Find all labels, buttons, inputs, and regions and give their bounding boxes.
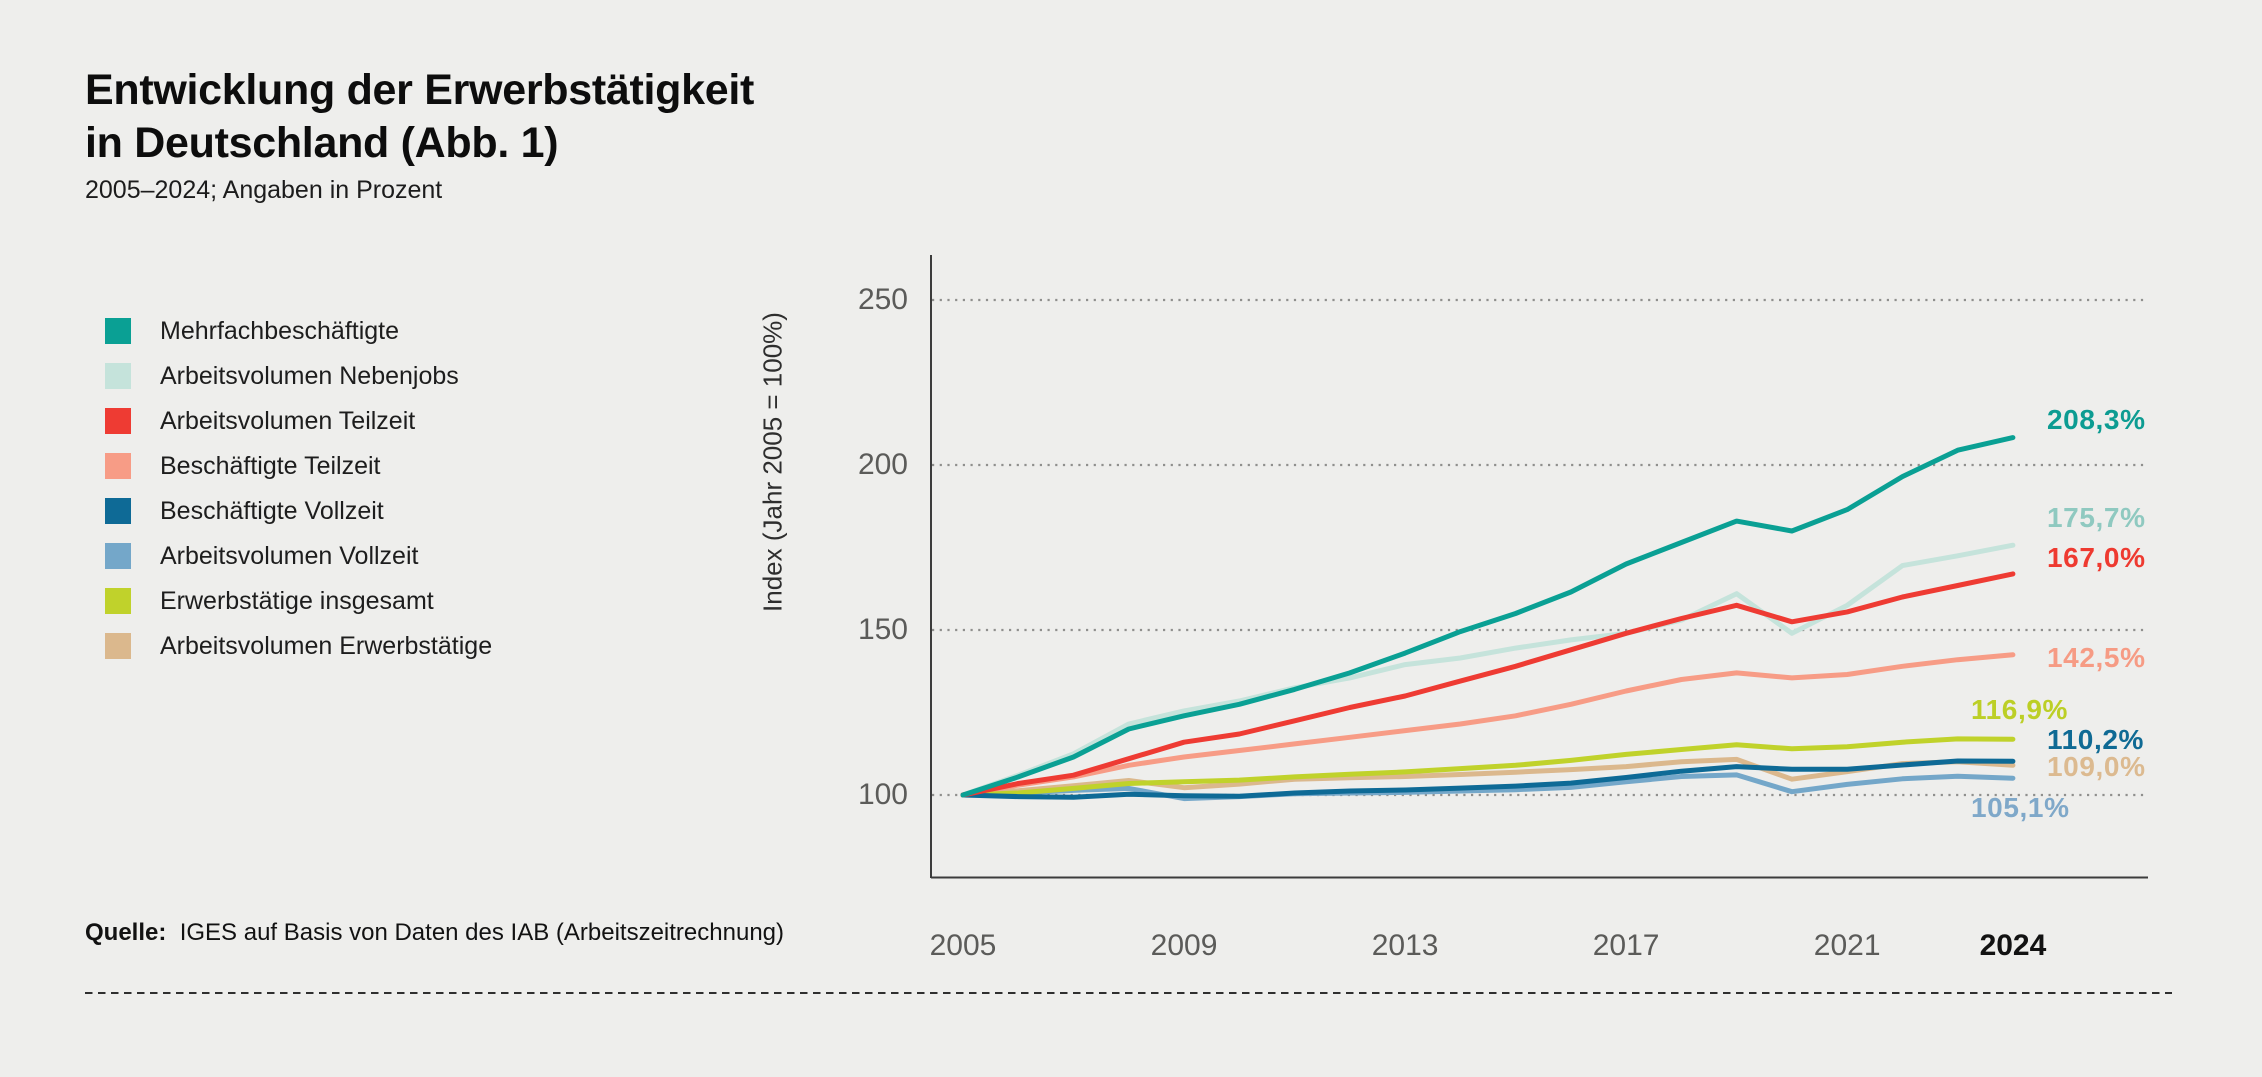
legend-label: Mehrfachbeschäftigte — [160, 316, 400, 345]
legend-item-av_teilzeit: Arbeitsvolumen Teilzeit — [105, 406, 492, 435]
legend-swatch-av_teilzeit — [105, 408, 131, 434]
series-line-erwerbstaetige — [960, 736, 2016, 798]
x-tick-label-2021: 2021 — [1813, 929, 1881, 962]
series-line-nebenjobs — [960, 542, 2016, 798]
value-label-b_vollzeit: 110,2% — [2047, 724, 2145, 755]
source-line: Quelle: IGES auf Basis von Daten des IAB… — [85, 919, 784, 947]
y-tick-label-150: 150 — [857, 613, 908, 646]
legend-label: Arbeitsvolumen Vollzeit — [160, 541, 419, 570]
source-text: IGES auf Basis von Daten des IAB (Arbeit… — [179, 919, 785, 946]
series-line-av_vollzeit — [960, 772, 2016, 802]
legend-swatch-av_vollzeit — [105, 543, 131, 569]
legend-label: Beschäftigte Teilzeit — [160, 451, 381, 480]
page-subtitle: 2005–2024; Angaben in Prozent — [85, 176, 443, 204]
series-line-b_vollzeit — [960, 758, 2016, 800]
page-title-line2: in Deutschland (Abb. 1) — [85, 119, 559, 167]
series-line-mehrfach — [960, 435, 2016, 798]
x-tick-label-2009: 2009 — [1150, 929, 1218, 962]
legend-item-av_erwerbstaetige: Arbeitsvolumen Erwerbstätige — [105, 631, 493, 660]
value-label-b_teilzeit: 142,5% — [2047, 642, 2146, 673]
legend-item-b_vollzeit: Beschäftigte Vollzeit — [105, 496, 492, 525]
legend-label: Erwerbstätige insgesamt — [160, 586, 434, 615]
legend-swatch-nebenjobs — [105, 363, 131, 389]
legend-label: Arbeitsvolumen Erwerbstätige — [160, 631, 493, 660]
x-tick-label-2017: 2017 — [1592, 929, 1660, 962]
page-title-line1: Entwicklung der Erwerbstätigkeit — [85, 66, 754, 114]
legend-item-mehrfach: Mehrfachbeschäftigte — [105, 316, 492, 345]
value-label-av_erwerbstaetige: 109,0% — [2047, 751, 2146, 782]
x-tick-label-2013: 2013 — [1371, 929, 1439, 962]
legend: Mehrfachbeschäftigte Arbeitsvolumen Neben… — [105, 316, 493, 678]
y-tick-label-200: 200 — [857, 448, 908, 481]
y-tick-label-250: 250 — [857, 283, 908, 316]
source-label: Quelle: — [85, 919, 167, 946]
legend-item-b_teilzeit: Beschäftigte Teilzeit — [105, 451, 492, 480]
legend-item-av_vollzeit: Arbeitsvolumen Vollzeit — [105, 541, 492, 570]
legend-swatch-b_vollzeit — [105, 498, 131, 524]
value-label-nebenjobs: 175,7% — [2047, 502, 2146, 533]
value-label-erwerbstaetige: 116,9% — [1971, 694, 2069, 725]
x-tick-label-2005: 2005 — [929, 929, 997, 962]
legend-swatch-b_teilzeit — [105, 453, 131, 479]
y-tick-label-100: 100 — [857, 778, 908, 811]
legend-swatch-av_erwerbstaetige — [105, 633, 131, 659]
x-tick-label-2024: 2024 — [1979, 929, 2047, 962]
page-title: Entwicklung der Erwerbstätigkeit in Deut… — [85, 64, 754, 170]
legend-swatch-erwerbstaetige — [105, 588, 131, 614]
series-line-b_teilzeit — [960, 652, 2016, 798]
legend-label: Arbeitsvolumen Nebenjobs — [160, 361, 459, 390]
legend-label: Arbeitsvolumen Teilzeit — [160, 406, 416, 435]
legend-label: Beschäftigte Vollzeit — [160, 496, 384, 525]
value-label-av_teilzeit: 167,0% — [2047, 542, 2146, 573]
legend-swatch-mehrfach — [105, 318, 131, 344]
value-label-av_vollzeit: 105,1% — [1971, 792, 2070, 823]
value-label-mehrfach: 208,3% — [2047, 404, 2146, 435]
legend-item-erwerbstaetige: Erwerbstätige insgesamt — [105, 586, 492, 615]
series-line-av_teilzeit — [960, 571, 2016, 798]
legend-item-nebenjobs: Arbeitsvolumen Nebenjobs — [105, 361, 492, 390]
